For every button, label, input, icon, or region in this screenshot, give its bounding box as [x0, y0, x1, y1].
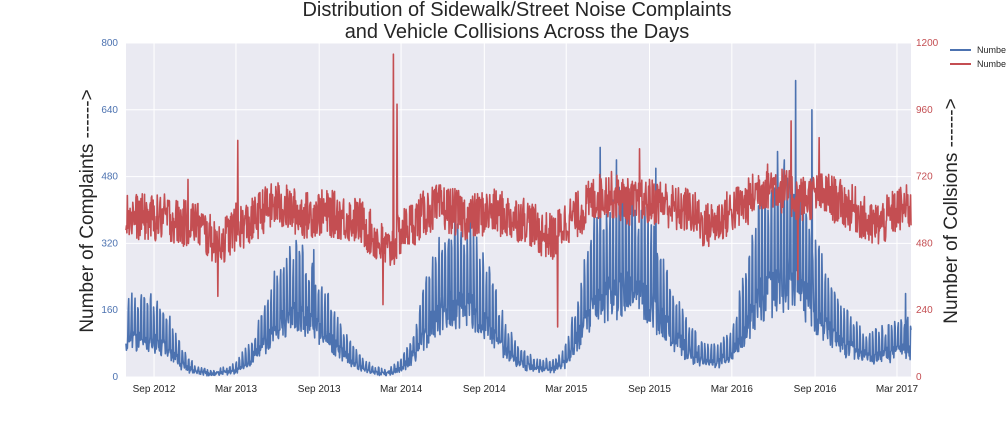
y-right-tick-label: 0 [916, 372, 922, 383]
x-tick-label: Mar 2017 [876, 384, 919, 395]
x-tick-label: Mar 2014 [380, 384, 423, 395]
x-tick-label: Sep 2013 [298, 384, 341, 395]
x-tick-label: Mar 2016 [711, 384, 754, 395]
legend: Numbe Numbe [950, 45, 1006, 69]
legend-label-collisions: Numbe [977, 59, 1006, 69]
y-axis-left-label: Number of Complaints ------> [77, 89, 98, 332]
y-left-tick-label: 480 [101, 172, 118, 183]
x-tick-label: Mar 2015 [545, 384, 588, 395]
y-left-tick-label: 800 [101, 38, 118, 49]
legend-label-complaints: Numbe [977, 45, 1006, 55]
x-tick-label: Sep 2015 [628, 384, 671, 395]
y-left-tick-label: 160 [101, 305, 118, 316]
x-tick-label: Sep 2014 [463, 384, 506, 395]
y-axis-right-label: Number of Collsions ------> [941, 98, 962, 323]
series-line-collisions [125, 53, 912, 328]
x-tick-label: Sep 2016 [794, 384, 837, 395]
axes: 0 160 320 480 640 800 0 240 480 720 960 1200 Sep 201… [101, 38, 938, 395]
series-lines [125, 53, 912, 377]
chart-title-line-1: Distribution of Sidewalk/Street Noise Co… [302, 0, 731, 21]
y-left-tick-label: 640 [101, 105, 118, 116]
y-right-tick-label: 720 [916, 172, 933, 183]
x-tick-label: Sep 2012 [133, 384, 176, 395]
y-right-tick-label: 1200 [916, 38, 939, 49]
chart-title-line-2: and Vehicle Collisions Across the Days [345, 21, 690, 43]
y-right-tick-label: 960 [916, 105, 933, 116]
y-right-tick-label: 240 [916, 305, 933, 316]
x-tick-label: Mar 2013 [215, 384, 258, 395]
y-right-tick-label: 480 [916, 238, 933, 249]
y-left-tick-label: 320 [101, 238, 118, 249]
y-left-tick-label: 0 [112, 372, 118, 383]
series-line-complaints [125, 79, 912, 377]
